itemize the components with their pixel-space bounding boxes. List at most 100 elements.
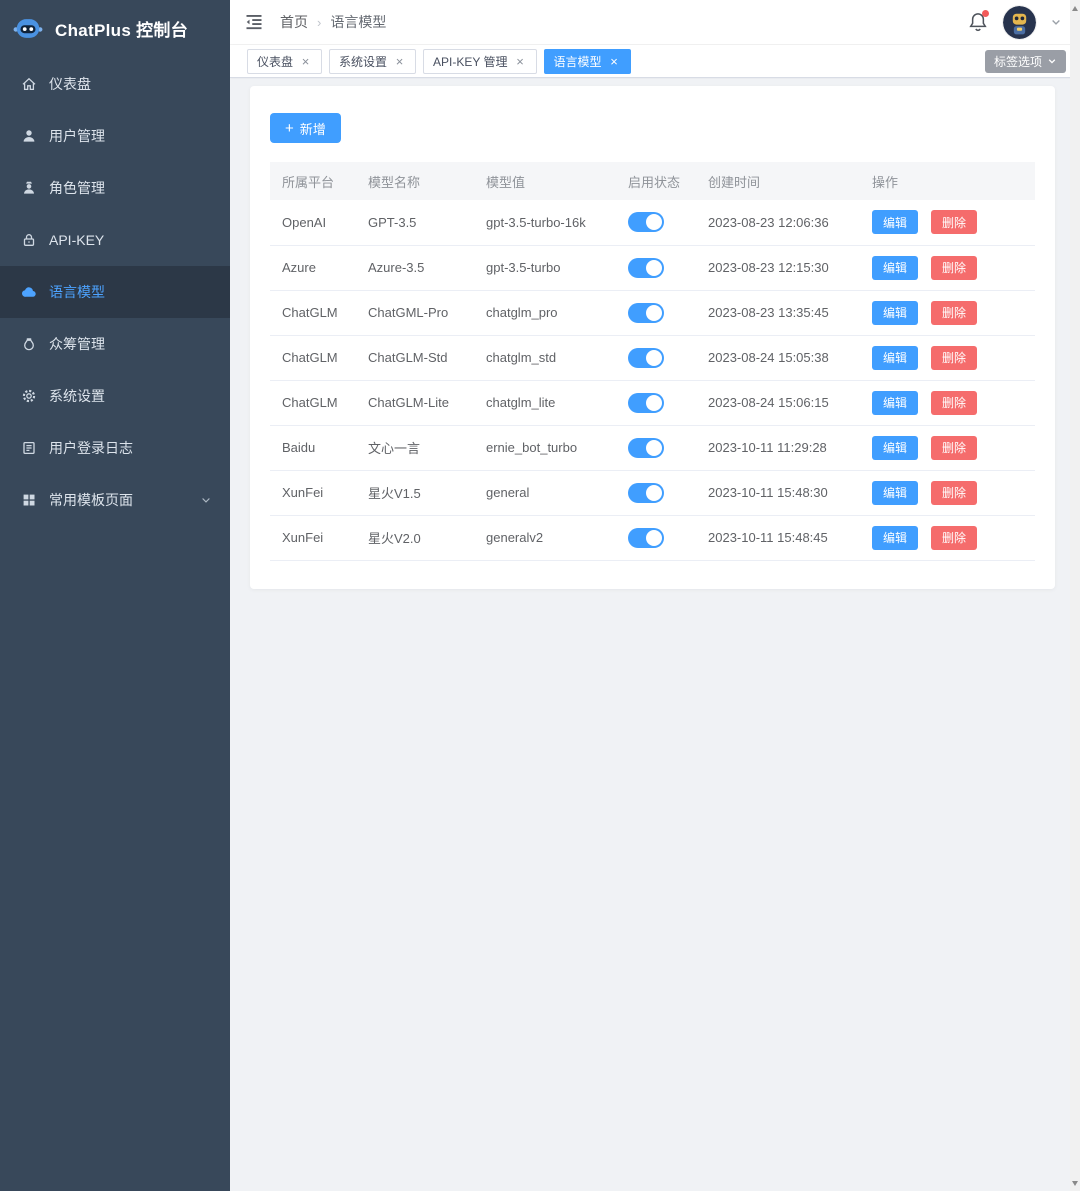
scroll-up-arrow-icon[interactable] [1070,2,1080,14]
cell-model-value: ernie_bot_turbo [474,425,616,471]
sidebar-item-login-logs[interactable]: 用户登录日志 [0,422,230,474]
enable-toggle[interactable] [628,437,664,458]
scroll-down-arrow-icon[interactable] [1070,1177,1080,1189]
enable-toggle[interactable] [628,347,664,368]
close-icon[interactable]: × [301,53,310,69]
page-scrollbar[interactable] [1070,0,1080,1191]
tab-settings[interactable]: 系统设置 × [329,48,417,74]
lock-icon [21,232,37,248]
col-model-name: 模型名称 [356,162,474,200]
table-row: OpenAI GPT-3.5 gpt-3.5-turbo-16k 2023-08… [270,200,1035,246]
table-header-row: 所属平台 模型名称 模型值 启用状态 创建时间 操作 [270,162,1035,200]
sidebar-item-apikey[interactable]: API-KEY [0,214,230,266]
sidebar-item-label: 仪表盘 [49,76,91,92]
log-icon [21,440,37,456]
cell-platform: OpenAI [270,200,356,246]
toggle-knob [646,394,662,411]
cell-platform: ChatGLM [270,335,356,381]
user-menu-caret-icon[interactable] [1050,16,1062,28]
cell-model-name: Azure-3.5 [356,245,474,291]
close-icon[interactable]: × [395,53,404,69]
close-icon[interactable]: × [516,53,524,69]
edit-button[interactable]: 编辑 [872,480,919,505]
sidebar-item-label: 系统设置 [49,388,105,404]
enable-toggle[interactable] [628,527,664,548]
edit-button[interactable]: 编辑 [872,345,919,370]
enable-toggle[interactable] [628,212,664,233]
cell-model-value: chatglm_lite [474,380,616,426]
sidebar-item-dashboard[interactable]: 仪表盘 [0,58,230,110]
sidebar-item-label: API-KEY [49,232,105,248]
cell-model-name: ChatGLM-Lite [356,380,474,426]
delete-button[interactable]: 删除 [931,210,978,235]
delete-button[interactable]: 删除 [931,255,978,280]
cell-model-name: 星火V2.0 [356,515,474,561]
plus-icon: + [285,119,294,137]
sidebar-item-users[interactable]: 用户管理 [0,110,230,162]
cell-created: 2023-08-23 12:06:36 [696,200,860,246]
edit-button[interactable]: 编辑 [872,435,919,460]
app-logo: ChatPlus 控制台 [0,0,230,56]
role-icon [21,180,37,196]
edit-button[interactable]: 编辑 [872,300,919,325]
cell-model-name: 星火V1.5 [356,470,474,516]
cell-model-value: chatglm_pro [474,290,616,336]
edit-button[interactable]: 编辑 [872,255,919,280]
chevron-down-icon [1047,56,1057,66]
sidebar-item-language-models[interactable]: 语言模型 [0,266,230,318]
toggle-knob [646,439,662,456]
enable-toggle[interactable] [628,257,664,278]
sidebar-collapse-icon[interactable] [244,12,264,32]
sidebar-item-roles[interactable]: 角色管理 [0,162,230,214]
tags-options-button[interactable]: 标签选项 [984,49,1066,73]
delete-button[interactable]: 删除 [931,345,978,370]
sidebar-item-templates[interactable]: 常用模板页面 [0,474,230,526]
breadcrumb-home[interactable]: 首页 [280,14,308,30]
enable-toggle[interactable] [628,302,664,323]
delete-button[interactable]: 删除 [931,525,978,550]
enable-toggle[interactable] [628,482,664,503]
sidebar-item-label: 用户管理 [49,128,105,144]
moneybag-icon [21,336,37,352]
toggle-knob [646,529,662,546]
close-icon[interactable]: × [610,53,618,69]
sidebar-item-crowdfunding[interactable]: 众筹管理 [0,318,230,370]
sidebar-item-settings[interactable]: 系统设置 [0,370,230,422]
tab-language-models[interactable]: 语言模型 × [543,48,631,74]
add-model-button[interactable]: + 新增 [270,113,341,143]
toggle-knob [646,304,662,321]
edit-button[interactable]: 编辑 [872,390,919,415]
cell-model-value: generalv2 [474,515,616,561]
notification-bell-icon[interactable] [967,10,989,33]
sidebar: ChatPlus 控制台 仪表盘 用户管理 [0,0,230,1191]
toggle-knob [646,259,662,276]
cell-created: 2023-08-24 15:05:38 [696,335,860,381]
sidebar-item-label: 常用模板页面 [49,492,133,508]
models-table: 所属平台 模型名称 模型值 启用状态 创建时间 操作 OpenAI GPT-3.… [270,162,1035,561]
home-icon [21,76,37,92]
tab-label: API-KEY 管理 [433,54,508,69]
notification-dot [982,10,989,17]
tab-apikey[interactable]: API-KEY 管理 × [423,48,537,74]
tags-options-label: 标签选项 [993,54,1042,69]
sidebar-menu: 仪表盘 用户管理 角色管理 [0,56,230,526]
cell-model-value: gpt-3.5-turbo [474,245,616,291]
delete-button[interactable]: 删除 [931,300,978,325]
top-navbar: 首页 › 语言模型 [230,0,1080,45]
cell-model-name: GPT-3.5 [356,200,474,246]
grid-icon [21,492,37,508]
user-avatar[interactable] [1003,5,1036,39]
delete-button[interactable]: 删除 [931,390,978,415]
cell-created: 2023-08-23 12:15:30 [696,245,860,291]
edit-button[interactable]: 编辑 [872,525,919,550]
cell-platform: XunFei [270,470,356,516]
tab-dashboard[interactable]: 仪表盘 × [247,48,323,74]
cell-model-value: gpt-3.5-turbo-16k [474,200,616,246]
edit-button[interactable]: 编辑 [872,210,919,235]
enable-toggle[interactable] [628,392,664,413]
tab-label: 语言模型 [553,54,602,69]
delete-button[interactable]: 删除 [931,435,978,460]
add-model-label: 新增 [299,121,326,137]
delete-button[interactable]: 删除 [931,480,978,505]
cell-created: 2023-08-23 13:35:45 [696,290,860,336]
